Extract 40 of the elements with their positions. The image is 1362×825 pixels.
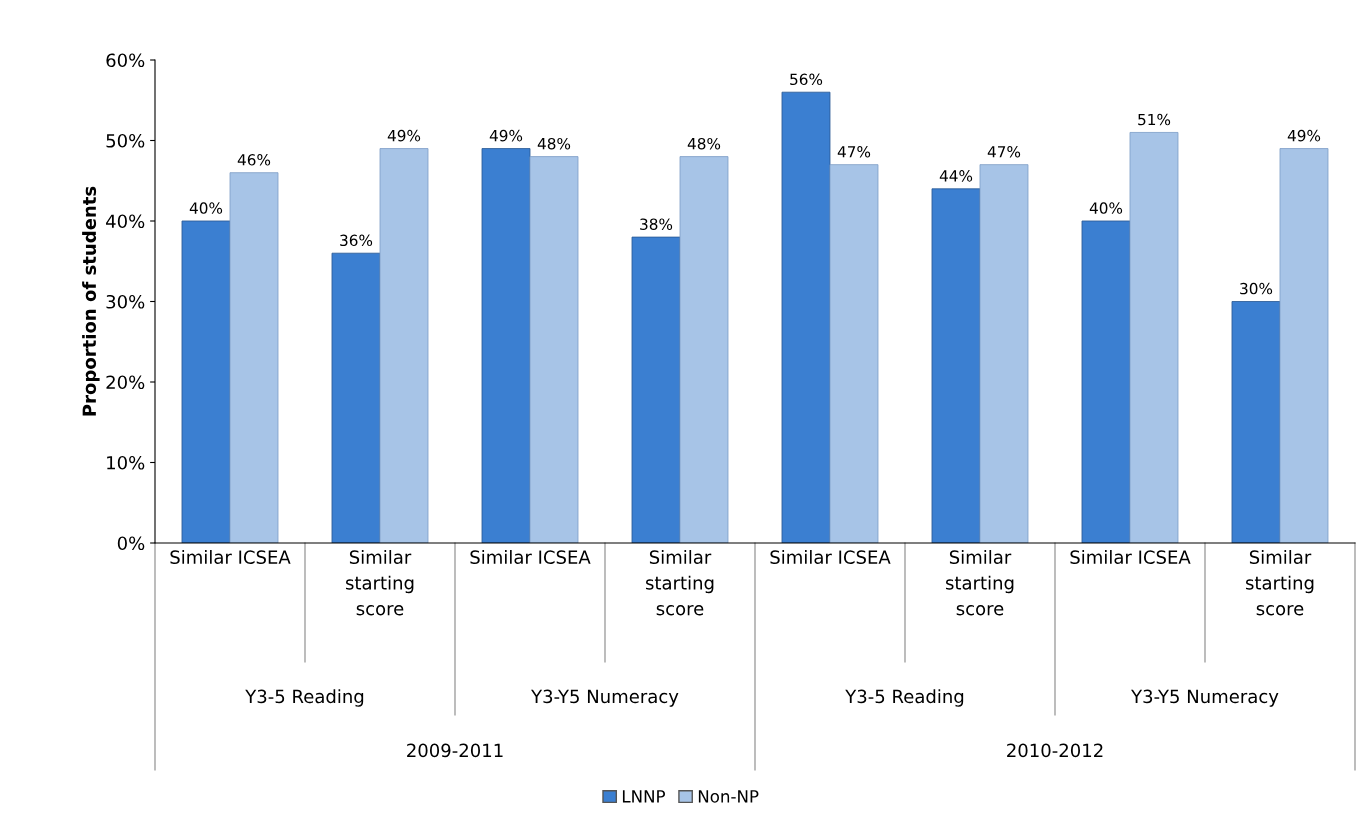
data-label: 56%	[790, 73, 823, 86]
data-label: 51%	[1138, 113, 1171, 126]
x-tick-label: Similar ICSEA	[470, 550, 591, 564]
x-tick-label: Similar starting score	[945, 550, 1014, 616]
text: Y3-5 Reading	[845, 689, 964, 707]
legend-label: LNNP	[622, 790, 666, 803]
text: Y3-5 Reading	[245, 689, 364, 707]
x-tick-label: Similar ICSEA	[170, 550, 291, 564]
data-label: 38%	[640, 218, 673, 230]
x-tick-label: Similar starting score	[1245, 550, 1314, 616]
x-tick-label: Similar ICSEA	[1070, 550, 1191, 564]
legend-label: Non-NP	[698, 790, 759, 803]
x-tick-label: Similar ICSEA	[770, 550, 891, 564]
data-label: 48%	[537, 137, 571, 150]
text: 2010-2012	[1007, 743, 1103, 758]
y-tick-label: 60%	[106, 53, 145, 68]
data-label: 49%	[387, 129, 421, 142]
y-tick-label: 10%	[107, 455, 145, 470]
x-tick-label: Similar starting score	[645, 550, 714, 616]
data-label: 49%	[489, 129, 523, 142]
data-label: 46%	[237, 154, 271, 166]
y-tick-label: 20%	[106, 375, 145, 390]
data-label: 40%	[1089, 202, 1123, 214]
data-label: 40%	[189, 202, 223, 214]
y-axis-title: Proportion of students	[82, 186, 100, 416]
data-label: 44%	[939, 170, 973, 182]
text: Y3-Y5 Numeracy	[1131, 689, 1279, 707]
data-label: 48%	[687, 137, 721, 150]
data-label: 47%	[837, 145, 871, 158]
data-label: 36%	[340, 234, 373, 247]
data-label: 30%	[1240, 282, 1273, 295]
text: 2009-2011	[407, 743, 503, 758]
x-tick-label: Similar starting score	[345, 550, 414, 616]
y-tick-label: 0%	[117, 536, 145, 551]
y-tick-label: 40%	[106, 214, 145, 229]
data-label: 49%	[1287, 129, 1321, 142]
text: Y3-Y5 Numeracy	[531, 689, 679, 707]
y-tick-label: 50%	[106, 133, 145, 148]
y-tick-label: 30%	[106, 294, 145, 309]
data-label: 47%	[987, 145, 1021, 158]
